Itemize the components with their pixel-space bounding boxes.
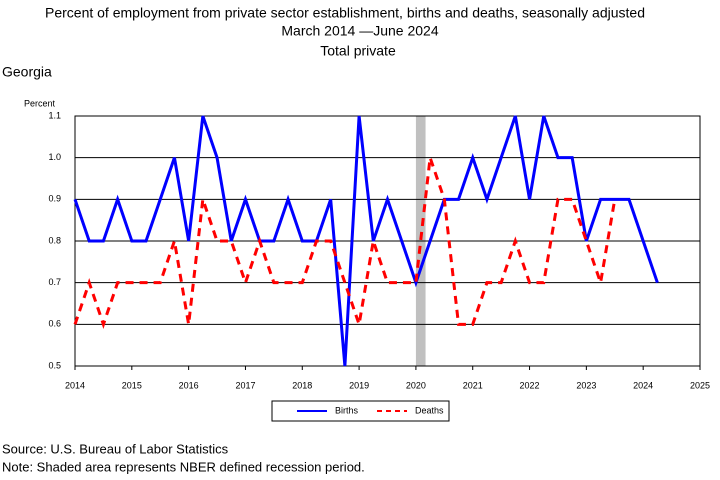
chart-subtitle: Total private: [320, 43, 396, 59]
data-line: [73, 157, 617, 329]
y-tick-label: 1.0: [48, 152, 61, 162]
legend-label: Births: [335, 405, 359, 415]
x-tick-label: 2022: [520, 380, 540, 390]
data-line: [73, 115, 659, 367]
x-tick-label: 2021: [463, 380, 483, 390]
x-tick-label: 2016: [179, 380, 199, 390]
y-tick-label: 0.6: [48, 319, 61, 329]
legend-label: Deaths: [415, 405, 444, 415]
note: Note: Shaded area represents NBER define…: [2, 459, 365, 474]
y-tick-label: 0.8: [48, 235, 61, 245]
x-tick-label: 2020: [406, 380, 426, 390]
x-tick-label: 2019: [349, 380, 369, 390]
y-axis-label: Percent: [24, 98, 56, 108]
legend-box: [271, 400, 450, 422]
y-tick-label: 0.9: [48, 194, 61, 204]
chart-subtitle: March 2014 —June 2024: [281, 23, 438, 39]
x-tick-label: 2014: [65, 380, 85, 390]
x-tick-label: 2017: [235, 380, 255, 390]
x-tick-label: 2018: [292, 380, 312, 390]
y-tick-label: 0.7: [48, 277, 61, 287]
region-label: Georgia: [2, 64, 52, 80]
x-tick-label: 2015: [122, 380, 142, 390]
plot-frame: [74, 115, 701, 367]
x-tick-label: 2023: [576, 380, 596, 390]
y-tick-label: 0.5: [48, 360, 61, 370]
source: Source: U.S. Bureau of Labor Statistics: [2, 441, 229, 456]
x-tick-label: 2024: [633, 380, 653, 390]
x-tick-label: 2025: [690, 380, 710, 390]
y-tick-label: 1.1: [48, 110, 61, 120]
chart-title: Percent of employment from private secto…: [45, 5, 645, 21]
